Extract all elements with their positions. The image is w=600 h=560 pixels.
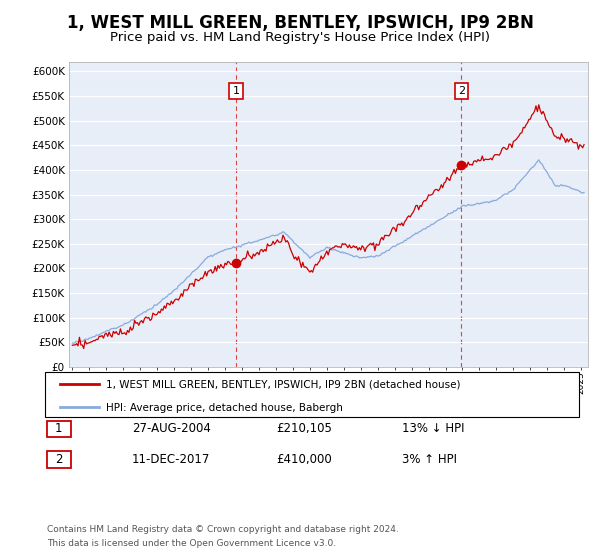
Text: £210,105: £210,105 [276, 422, 332, 436]
Text: 1, WEST MILL GREEN, BENTLEY, IPSWICH, IP9 2BN: 1, WEST MILL GREEN, BENTLEY, IPSWICH, IP… [67, 14, 533, 32]
Text: 13% ↓ HPI: 13% ↓ HPI [402, 422, 464, 436]
Text: 3% ↑ HPI: 3% ↑ HPI [402, 453, 457, 466]
Text: HPI: Average price, detached house, Babergh: HPI: Average price, detached house, Babe… [106, 403, 343, 413]
Text: 11-DEC-2017: 11-DEC-2017 [132, 453, 211, 466]
Text: 2: 2 [55, 453, 62, 466]
Text: 2: 2 [458, 86, 465, 96]
Text: Price paid vs. HM Land Registry's House Price Index (HPI): Price paid vs. HM Land Registry's House … [110, 31, 490, 44]
Text: 1: 1 [55, 422, 62, 436]
Text: 1, WEST MILL GREEN, BENTLEY, IPSWICH, IP9 2BN (detached house): 1, WEST MILL GREEN, BENTLEY, IPSWICH, IP… [106, 379, 461, 389]
Text: £410,000: £410,000 [276, 453, 332, 466]
Text: Contains HM Land Registry data © Crown copyright and database right 2024.: Contains HM Land Registry data © Crown c… [47, 525, 398, 534]
Text: 27-AUG-2004: 27-AUG-2004 [132, 422, 211, 436]
Text: 1: 1 [233, 86, 239, 96]
Text: This data is licensed under the Open Government Licence v3.0.: This data is licensed under the Open Gov… [47, 539, 336, 548]
